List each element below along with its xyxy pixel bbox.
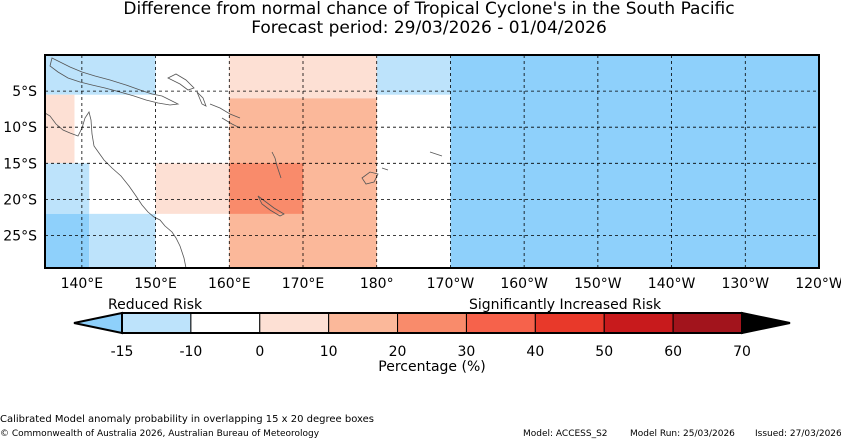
lon-tick-label: 170°E <box>282 276 325 292</box>
lon-tick-label: 120°W <box>795 276 841 292</box>
footer-issued: Issued: 27/03/2026 <box>755 429 841 439</box>
colorbar-tick-label: 40 <box>526 344 544 360</box>
colorbar-tick-label: 50 <box>595 344 613 360</box>
footer-model: Model: ACCESS_S2 <box>523 429 608 439</box>
title-line-2: Forecast period: 29/03/2026 - 01/04/2026 <box>251 18 607 38</box>
colorbar-segment-2 <box>259 312 330 334</box>
risk-cell-1 <box>45 94 75 164</box>
vanuatu-coastline <box>271 151 282 179</box>
colorbar-tick-label: -10 <box>179 344 202 360</box>
fiji-coastline <box>361 167 389 185</box>
risk-cell-2 <box>45 163 90 214</box>
new-guinea-coastline <box>49 57 180 106</box>
lon-tick-label: 150°E <box>134 276 177 292</box>
colorbar-segment-4 <box>397 312 467 334</box>
reduced-risk-label: Reduced Risk <box>108 297 203 313</box>
lon-tick-label: 140°W <box>648 276 696 292</box>
australia-coastline <box>44 111 187 269</box>
risk-cell-10 <box>450 55 819 268</box>
risk-cells <box>45 55 819 268</box>
lon-tick-label: 170°W <box>427 276 475 292</box>
colorbar-tick-label: 20 <box>389 344 407 360</box>
colorbar-segment-7 <box>603 312 674 334</box>
lat-tick-label: 15°S <box>3 156 37 172</box>
risk-cell-4 <box>89 213 156 268</box>
lat-tick-label: 25°S <box>3 229 37 245</box>
lon-tick-label: 130°W <box>721 276 769 292</box>
colorbar-tick-label: 10 <box>320 344 338 360</box>
colorbar-segment-6 <box>534 312 605 334</box>
colorbar-over-arrow <box>741 311 791 335</box>
colorbar-segment-1 <box>190 312 261 334</box>
colorbar-tick-label: 60 <box>664 344 682 360</box>
new-caledonia-coastline <box>257 195 285 217</box>
colorbar: -15 -10 0 10 20 30 40 50 60 70 <box>73 311 791 360</box>
colorbar-segment-8 <box>672 312 743 334</box>
samoa-coastline <box>429 151 443 157</box>
colorbar-segment-3 <box>328 312 399 334</box>
colorbar-outline <box>121 312 743 334</box>
map-frame <box>44 54 820 269</box>
colorbar-tick-label: -15 <box>111 344 134 360</box>
risk-cell-5 <box>155 163 230 214</box>
title-line-1: Difference from normal chance of Tropica… <box>123 0 735 19</box>
colorbar-tick-label: 70 <box>733 344 751 360</box>
risk-cell-3 <box>45 213 90 268</box>
solomon-islands-coastline <box>209 103 241 129</box>
footer-description: Calibrated Model anomaly probability in … <box>0 414 375 425</box>
risk-cell-9 <box>376 55 451 95</box>
lon-tick-label: 160°E <box>208 276 251 292</box>
lat-tick-label: 5°S <box>12 84 37 100</box>
lat-tick-label: 20°S <box>3 192 37 208</box>
footer-model-run: Model Run: 25/03/2026 <box>630 429 735 439</box>
lon-tick-label: 140°E <box>61 276 104 292</box>
colorbar-segment-0 <box>121 312 192 334</box>
colorbar-under-arrow <box>73 311 123 335</box>
new-britain-coastline <box>167 73 195 91</box>
colorbar-tick-label: 30 <box>458 344 476 360</box>
risk-cell-0 <box>45 55 156 95</box>
lon-tick-label: 180° <box>360 276 394 292</box>
bougainville-coastline <box>196 91 207 107</box>
gridlines <box>45 55 819 268</box>
lat-tick-label: 10°S <box>3 120 37 136</box>
colorbar-tick-label: 0 <box>255 344 264 360</box>
coastlines <box>44 57 443 269</box>
lon-tick-label: 160°W <box>500 276 548 292</box>
increased-risk-label: Significantly Increased Risk <box>469 297 662 313</box>
colorbar-title: Percentage (%) <box>378 359 485 375</box>
lon-tick-label: 150°W <box>574 276 622 292</box>
chart-title: Difference from normal chance of Tropica… <box>0 0 841 38</box>
footer-copyright: © Commonwealth of Australia 2026, Austra… <box>0 429 320 439</box>
risk-cell-8 <box>229 163 303 214</box>
colorbar-segment-5 <box>465 312 536 334</box>
axis-ticks: 140°E 150°E 160°E 170°E 180° 170°W 160°W 150°W 1… <box>3 84 841 292</box>
